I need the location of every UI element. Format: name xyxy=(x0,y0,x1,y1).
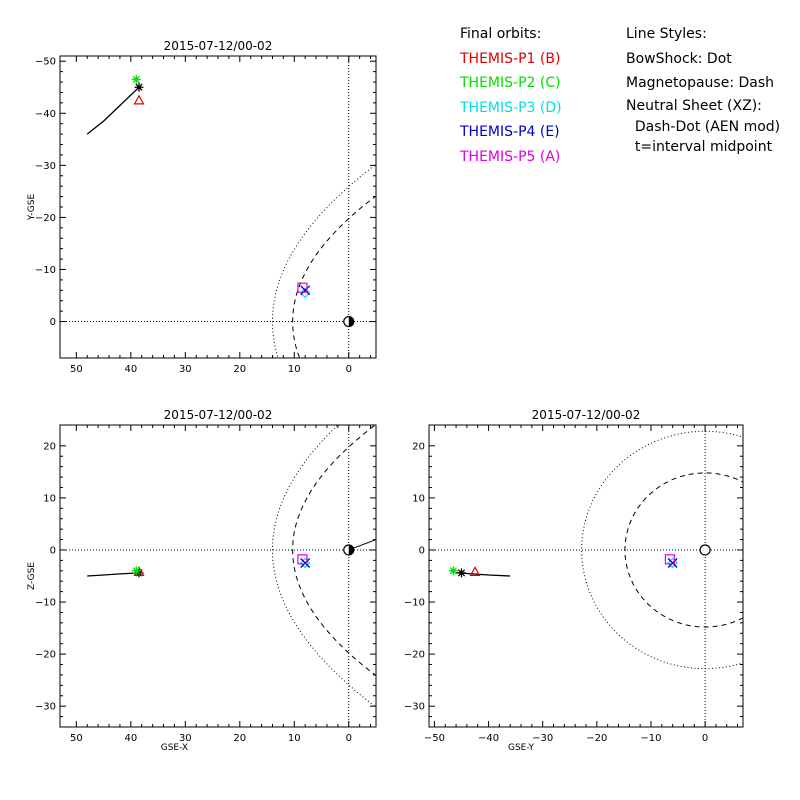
x-tick-label: −30 xyxy=(532,733,553,744)
panel-yz-title: 2015-07-12/00-02 xyxy=(532,408,641,422)
legend-probe-p2: THEMIS-P2 (C) xyxy=(460,75,561,91)
satellite-p3 xyxy=(299,557,311,569)
x-axis-label: GSE-X xyxy=(161,743,188,753)
y-tick-label: 10 xyxy=(412,493,425,504)
y-axis-label: Z-GSE xyxy=(27,562,37,590)
x-tick-label: 50 xyxy=(70,364,83,375)
y-tick-label: 10 xyxy=(43,493,56,504)
panel-xz-plot-area xyxy=(60,425,376,727)
panel-xy-frame xyxy=(59,55,377,359)
x-tick-label: −10 xyxy=(640,733,661,744)
x-tick-label: 40 xyxy=(124,364,137,375)
line-style-magnetopause: Magnetopause: Dash xyxy=(626,75,775,91)
panel-xy-plot-area xyxy=(60,56,376,358)
x-tick-label: 30 xyxy=(179,733,192,744)
magnetopause-curve xyxy=(292,425,376,677)
y-tick-label: 0 xyxy=(50,317,56,328)
x-tick-label: 10 xyxy=(288,733,301,744)
y-axis-label: Y-GSE xyxy=(27,194,37,222)
satellite-p1 xyxy=(133,94,145,105)
satellite-p3 xyxy=(299,287,311,299)
orbit-end-marker xyxy=(134,82,144,92)
y-tick-label: −30 xyxy=(35,702,56,713)
legend-probe-p4: THEMIS-P4 (E) xyxy=(460,124,560,140)
x-tick-label: 10 xyxy=(288,364,301,375)
x-tick-label: 20 xyxy=(233,733,246,744)
satellite-p5 xyxy=(297,554,308,565)
y-tick-label: −10 xyxy=(404,598,425,609)
magnetopause-curve xyxy=(624,472,743,628)
bowshock-curve xyxy=(272,163,376,358)
y-tick-label: −20 xyxy=(404,650,425,661)
legend-probe-p1: THEMIS-P1 (B) xyxy=(460,50,561,67)
panel-xz-frame xyxy=(59,424,377,728)
y-tick-label: −10 xyxy=(35,598,56,609)
x-tick-label: 20 xyxy=(233,364,246,375)
satellite-p2 xyxy=(131,566,141,576)
panel-xy: 2015-07-12/00-02 50 40 30 20 10 0 0 −10 −20 −30 −40… xyxy=(27,39,377,375)
satellite-p3 xyxy=(667,557,678,569)
y-tick-label: −20 xyxy=(35,213,56,224)
earth-icon xyxy=(699,544,711,556)
satellite-p2 xyxy=(131,74,141,84)
earth-icon xyxy=(343,315,355,328)
x-tick-label: −40 xyxy=(478,733,499,744)
satellite-p1 xyxy=(469,566,481,577)
panel-yz-plot-area xyxy=(429,425,743,727)
satellite-p5 xyxy=(297,282,308,293)
x-tick-label: −50 xyxy=(424,733,445,744)
x-tick-label: 30 xyxy=(179,364,192,375)
legend-probe-p3: THEMIS-P3 (D) xyxy=(460,99,562,116)
line-styles-title: Line Styles: xyxy=(626,26,707,42)
earth-night-side xyxy=(348,316,354,327)
line-style-bowshock: BowShock: Dot xyxy=(626,50,732,67)
earth-night-side xyxy=(348,544,354,555)
line-style-neutral-sheet-style: Dash-Dot (AEN mod) xyxy=(626,118,781,135)
orbit-trace xyxy=(86,86,140,135)
x-tick-label: 0 xyxy=(346,364,352,375)
line-style-neutral-sheet: Neutral Sheet (XZ): xyxy=(626,97,762,114)
orbit-trace xyxy=(87,572,140,577)
line-style-neutral-sheet-time: t=interval midpoint xyxy=(626,138,773,155)
x-tick-label: 0 xyxy=(702,733,708,744)
x-tick-label: 0 xyxy=(346,733,352,744)
x-axis-label: GSE-Y xyxy=(508,743,535,753)
y-tick-label: −40 xyxy=(35,109,56,120)
satellite-p4 xyxy=(667,558,678,568)
panel-xz: 2015-07-12/00-02 50 40 30 20 10 0 20 10 0 −10 −20 −3… xyxy=(27,408,377,753)
y-tick-label: −30 xyxy=(35,161,56,172)
x-tick-label: −20 xyxy=(586,733,607,744)
y-tick-label: −20 xyxy=(35,650,56,661)
y-tick-label: 0 xyxy=(50,545,56,556)
panel-yz: 2015-07-12/00-02 −50 −40 −30 −20 −10 0 20 10 0 −10… xyxy=(404,408,744,753)
earth-disk xyxy=(699,544,711,556)
y-tick-label: −10 xyxy=(35,265,56,276)
panel-xz-title: 2015-07-12/00-02 xyxy=(164,408,273,422)
earth-icon xyxy=(343,544,355,556)
orbit-end-marker xyxy=(456,568,466,578)
orbits-legend-title: Final orbits: xyxy=(460,26,542,42)
panel-xy-title: 2015-07-12/00-02 xyxy=(164,39,273,53)
satellite-p5 xyxy=(664,554,676,565)
satellite-p2 xyxy=(448,566,458,576)
y-tick-label: 20 xyxy=(412,441,425,452)
x-tick-label: 50 xyxy=(70,733,83,744)
satellite-p4 xyxy=(300,285,311,296)
bowshock-curve xyxy=(272,425,376,708)
line-styles-legend: Line Styles: BowShock: Dot Magnetopause:… xyxy=(626,22,780,157)
y-tick-label: −30 xyxy=(404,702,425,713)
orbits-legend: Final orbits: THEMIS-P1 (B) THEMIS-P2 (C… xyxy=(460,22,562,169)
y-tick-label: 20 xyxy=(43,441,56,452)
magnetopause-curve xyxy=(292,195,376,358)
legend-probe-p5: THEMIS-P5 (A) xyxy=(460,148,561,165)
x-tick-label: 40 xyxy=(124,733,137,744)
satellite-p4 xyxy=(300,558,311,568)
y-tick-label: −50 xyxy=(35,57,56,68)
y-tick-label: 0 xyxy=(419,545,425,556)
